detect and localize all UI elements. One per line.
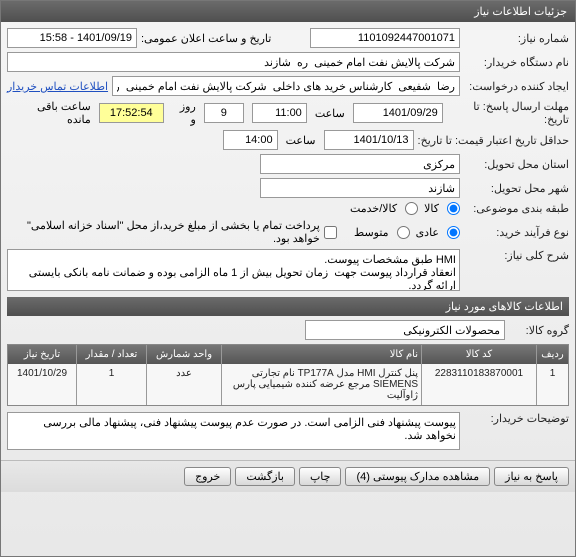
row-group: گروه کالا: (7, 320, 569, 340)
buyer-note-label: توضیحات خریدار: (464, 412, 569, 425)
announce-field[interactable] (7, 28, 137, 48)
col-name: نام کالا (221, 345, 421, 364)
budget-opt1: کالا (424, 202, 439, 215)
cell-name: پنل کنترل HMI مدل TP177A نام تجارتی SIEM… (221, 364, 421, 405)
days-suffix: روز و (172, 100, 196, 126)
countdown-field (99, 103, 164, 123)
row-requester: ایجاد کننده درخواست: اطلاعات تماس خریدار (7, 76, 569, 96)
budget-radiogroup: کالا کالا/خدمت (350, 202, 460, 215)
back-button[interactable]: بازگشت (235, 467, 295, 486)
deadline-label: مهلت ارسال پاسخ: تا تاریخ: (447, 100, 569, 126)
pay-note-text: پرداخت تمام یا بخشی از مبلغ خرید،از محل … (7, 219, 320, 245)
row-min-valid: حداقل تاریخ اعتبار قیمت: تا تاریخ: ساعت (7, 130, 569, 150)
req-no-field[interactable] (310, 28, 460, 48)
cell-date: 1401/10/29 (8, 364, 76, 405)
cell-code: 2283110183870001 (421, 364, 536, 405)
window-title: جزئیات اطلاعات نیاز (1, 1, 575, 22)
requester-label: ایجاد کننده درخواست: (464, 80, 569, 93)
city-label: شهر محل تحویل: (464, 182, 569, 195)
process-opt1: عادی (416, 226, 439, 239)
row-buyer-org: نام دستگاه خریدار: (7, 52, 569, 72)
budget-radio-goods[interactable] (447, 202, 460, 215)
bottom-toolbar: پاسخ به نیاز مشاهده مدارک پیوستی (4) چاپ… (1, 460, 575, 492)
row-province: استان محل تحویل: (7, 154, 569, 174)
grid-header: ردیف کد کالا نام کالا واحد شمارش تعداد /… (8, 345, 568, 364)
content-area: شماره نیاز: تاریخ و ساعت اعلان عمومی: نا… (1, 22, 575, 460)
row-process: نوع فرآیند خرید: عادی متوسط پرداخت تمام … (7, 219, 569, 245)
province-label: استان محل تحویل: (464, 158, 569, 171)
hour-word-2: ساعت (286, 134, 316, 147)
desc-textarea[interactable] (7, 249, 460, 291)
process-radiogroup: عادی متوسط (354, 226, 460, 239)
buyer-org-field[interactable] (7, 52, 460, 72)
goods-grid: ردیف کد کالا نام کالا واحد شمارش تعداد /… (7, 344, 569, 406)
row-buyer-note: توضیحات خریدار: (7, 412, 569, 450)
col-code: کد کالا (421, 345, 536, 364)
budget-radio-service[interactable] (405, 202, 418, 215)
group-field[interactable] (305, 320, 505, 340)
col-unit: واحد شمارش (146, 345, 221, 364)
pay-checkbox[interactable] (324, 226, 337, 239)
row-deadline: مهلت ارسال پاسخ: تا تاریخ: ساعت روز و سا… (7, 100, 569, 126)
budget-label: طبقه بندی موضوعی: (464, 202, 569, 215)
row-budget: طبقه بندی موضوعی: کالا کالا/خدمت (7, 202, 569, 215)
cell-qty: 1 (76, 364, 146, 405)
process-label: نوع فرآیند خرید: (464, 226, 569, 239)
budget-opt2: کالا/خدمت (350, 202, 397, 215)
process-radio-medium[interactable] (397, 226, 410, 239)
col-qty: تعداد / مقدار (76, 345, 146, 364)
buyer-org-label: نام دستگاه خریدار: (464, 56, 569, 69)
min-valid-hour-field[interactable] (223, 130, 278, 150)
buyer-note-textarea[interactable] (7, 412, 460, 450)
cell-radif: 1 (536, 364, 568, 405)
section-goods-header: اطلاعات کالاهای مورد نیاز (7, 297, 569, 316)
desc-label: شرح کلی نیاز: (464, 249, 569, 262)
group-label: گروه کالا: (509, 324, 569, 337)
announce-label: تاریخ و ساعت اعلان عمومی: (141, 32, 271, 45)
exit-button[interactable]: خروج (184, 467, 231, 486)
province-field[interactable] (260, 154, 460, 174)
respond-button[interactable]: پاسخ به نیاز (494, 467, 569, 486)
hour-word-1: ساعت (315, 107, 345, 120)
deadline-date-field[interactable] (353, 103, 443, 123)
min-valid-label: حداقل تاریخ اعتبار قیمت: تا تاریخ: (418, 134, 569, 147)
contact-link[interactable]: اطلاعات تماس خریدار (7, 80, 108, 93)
col-date: تاریخ نیاز (8, 345, 76, 364)
process-opt2: متوسط (354, 226, 389, 239)
days-field (204, 103, 244, 123)
row-req-no: شماره نیاز: تاریخ و ساعت اعلان عمومی: (7, 28, 569, 48)
req-no-label: شماره نیاز: (464, 32, 569, 45)
deadline-hour-field[interactable] (252, 103, 307, 123)
col-radif: ردیف (536, 345, 568, 364)
process-radio-normal[interactable] (447, 226, 460, 239)
cell-unit: عدد (146, 364, 221, 405)
min-valid-date-field[interactable] (324, 130, 414, 150)
pay-note-row: پرداخت تمام یا بخشی از مبلغ خرید،از محل … (7, 219, 337, 245)
requester-field[interactable] (112, 76, 460, 96)
row-city: شهر محل تحویل: (7, 178, 569, 198)
window-root: جزئیات اطلاعات نیاز شماره نیاز: تاریخ و … (0, 0, 576, 557)
row-desc: شرح کلی نیاز: (7, 249, 569, 291)
print-button[interactable]: چاپ (299, 467, 342, 486)
table-row[interactable]: 1 2283110183870001 پنل کنترل HMI مدل TP1… (8, 364, 568, 405)
countdown-suffix: ساعت باقی مانده (11, 100, 91, 126)
city-field[interactable] (260, 178, 460, 198)
attachments-button[interactable]: مشاهده مدارک پیوستی (4) (345, 467, 490, 486)
